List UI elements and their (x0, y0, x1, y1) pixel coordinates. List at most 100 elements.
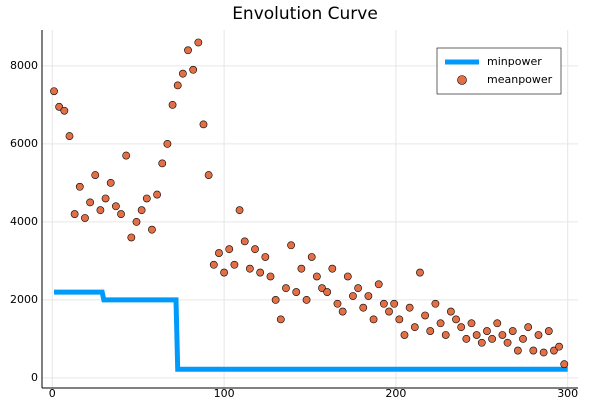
meanpower-point (318, 284, 326, 293)
meanpower-point (194, 38, 203, 47)
x-tick-label: 0 (49, 387, 56, 400)
meanpower-point (421, 311, 430, 320)
meanpower-point (142, 194, 151, 203)
meanpower-point (395, 315, 404, 324)
meanpower-point (544, 327, 553, 335)
meanpower-point (127, 233, 136, 242)
meanpower-point (60, 106, 69, 115)
meanpower-point (359, 303, 368, 312)
meanpower-point (106, 178, 115, 187)
meanpower-point (230, 260, 239, 269)
meanpower-point (297, 264, 306, 273)
meanpower-point (374, 280, 383, 289)
legend-label: meanpower (487, 73, 553, 86)
meanpower-point (364, 292, 373, 300)
meanpower-point (539, 348, 548, 357)
meanpower-point (81, 214, 89, 222)
meanpower-point (524, 323, 533, 332)
meanpower-point (168, 100, 177, 109)
meanpower-point (148, 225, 156, 234)
meanpower-point (416, 268, 424, 277)
y-tick-label: 8000 (10, 59, 38, 72)
meanpower-point (307, 253, 316, 261)
minpower-line (54, 289, 568, 372)
legend-label: minpower (487, 55, 542, 68)
meanpower-point (369, 315, 378, 324)
meanpower-point (488, 334, 497, 343)
meanpower-point (137, 206, 146, 215)
meanpower-point (323, 288, 332, 296)
meanpower-point (91, 171, 100, 179)
meanpower-point (446, 307, 455, 316)
meanpower-point (204, 171, 213, 179)
meanpower-point (462, 334, 471, 343)
meanpower-point (158, 159, 167, 168)
meanpower-point (477, 338, 486, 347)
meanpower-point (225, 245, 234, 254)
meanpower-point (312, 272, 321, 281)
meanpower-point (457, 323, 466, 332)
meanpower-point (498, 331, 507, 339)
meanpower-point (333, 299, 342, 308)
y-tick-label: 6000 (10, 137, 38, 150)
meanpower-point (555, 342, 564, 351)
meanpower-point (287, 241, 296, 250)
legend-box (436, 47, 562, 95)
meanpower-point (550, 346, 558, 355)
y-tick-label: 2000 (10, 293, 38, 306)
meanpower-point (441, 331, 450, 339)
meanpower-point (508, 327, 517, 335)
x-tick-label: 200 (385, 387, 406, 400)
meanpower-point (390, 299, 399, 308)
x-tick-label: 300 (557, 387, 578, 400)
meanpower-point (452, 315, 460, 324)
meanpower-point (189, 65, 198, 74)
meanpower-point (467, 319, 476, 328)
meanpower-point (266, 272, 275, 281)
meanpower-point (251, 245, 259, 254)
meanpower-point (354, 284, 363, 293)
meanpower-point (276, 315, 285, 324)
meanpower-point (338, 307, 347, 316)
meanpower-point (431, 299, 440, 308)
meanpower-point (493, 319, 502, 328)
meanpower-point (483, 327, 491, 335)
meanpower-point (111, 202, 120, 211)
meanpower-point (379, 299, 388, 308)
meanpower-point (86, 198, 95, 207)
meanpower-point (385, 307, 393, 316)
x-tick-label: 100 (214, 387, 235, 400)
meanpower-point (220, 268, 229, 277)
meanpower-point (328, 264, 337, 273)
meanpower-point (349, 292, 357, 300)
meanpower-point (410, 323, 419, 332)
meanpower-point (235, 206, 244, 215)
meanpower-point (400, 331, 409, 339)
meanpower-point (101, 194, 110, 203)
meanpower-point (132, 217, 141, 226)
meanpower-point (184, 46, 192, 55)
legend-swatch (457, 75, 467, 85)
y-tick-label: 4000 (10, 215, 38, 228)
meanpower-point (153, 190, 162, 199)
meanpower-point (261, 253, 270, 261)
meanpower-point (529, 346, 538, 355)
chart-title: Envolution Curve (232, 4, 378, 24)
meanpower-point (117, 210, 125, 218)
meanpower-point (534, 331, 543, 339)
meanpower-point (163, 139, 172, 148)
meanpower-point (199, 120, 208, 129)
y-tick-label: 0 (31, 371, 38, 384)
meanpower-point (75, 182, 84, 191)
meanpower-point (302, 295, 311, 304)
meanpower-point (70, 210, 79, 218)
meanpower-point (50, 87, 58, 96)
meanpower-point (122, 151, 131, 160)
meanpower-point (426, 327, 435, 335)
meanpower-point (240, 237, 249, 246)
meanpower-point (282, 284, 290, 293)
meanpower-point (436, 319, 445, 328)
meanpower-point (65, 132, 74, 140)
